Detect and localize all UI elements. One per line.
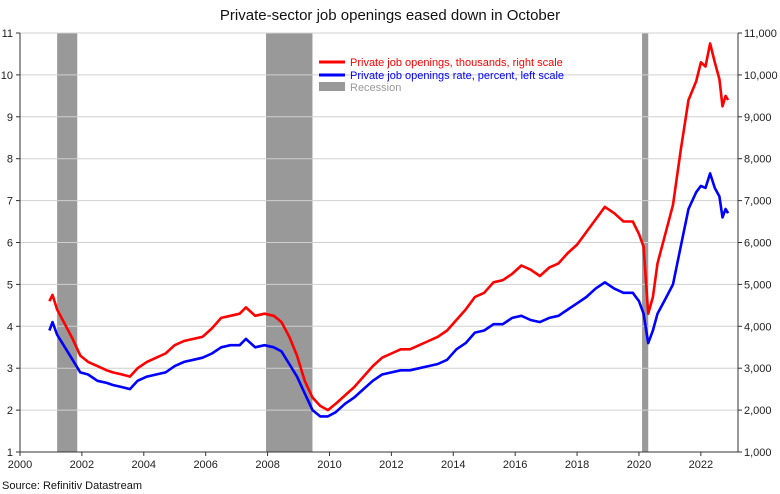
y-right-tick-label-1,000: 1,000 (744, 447, 772, 459)
legend: Private job openings, thousands, right s… (319, 57, 564, 94)
legend-swatch-recession (319, 82, 345, 91)
x-tick-label-2010: 2010 (317, 459, 341, 471)
x-tick-label-2006: 2006 (193, 459, 217, 471)
y-right-tick-label-10,000: 10,000 (744, 70, 778, 82)
y-right-tick-label-5,000: 5,000 (744, 279, 772, 291)
x-tick-label-2008: 2008 (255, 459, 279, 471)
y-right-tick-label-6,000: 6,000 (744, 238, 772, 250)
x-tick-label-2002: 2002 (70, 459, 94, 471)
y-right-tick-label-8,000: 8,000 (744, 154, 772, 166)
series-lines (48, 42, 730, 418)
x-tick-label-2014: 2014 (441, 459, 465, 471)
source-note: Source: Refinitiv Datastream (2, 480, 142, 492)
y-right-tick-label-7,000: 7,000 (744, 196, 772, 208)
y-left-tick-label-10: 10 (1, 70, 13, 82)
y-left-tick-label-1: 1 (7, 447, 13, 459)
y-left-tick-label-5: 5 (7, 279, 13, 291)
y-left-tick-label-11: 11 (2, 28, 13, 40)
y-left-tick-label-7: 7 (7, 196, 13, 208)
legend-label-thousands: Private job openings, thousands, right s… (350, 57, 563, 69)
y-left-tick-label-9: 9 (7, 112, 13, 124)
y-axis-right-ticks: 1,000 2,000 3,000 4,000 5,000 6,000 7,000 8,000… (738, 28, 778, 459)
y-right-tick-label-2,000: 2,000 (744, 405, 772, 417)
x-tick-label-2016: 2016 (503, 459, 527, 471)
y-right-tick-label-3,000: 3,000 (744, 363, 772, 375)
x-tick-label-2012: 2012 (379, 459, 403, 471)
x-tick-label-2018: 2018 (565, 459, 589, 471)
chart-title: Private-sector job openings eased down i… (220, 7, 560, 24)
x-tick-label-2022: 2022 (689, 459, 713, 471)
x-axis-ticks: 2000 2002 2004 2006 2008 2010 2012 2014 2016 2018… (8, 452, 713, 471)
y-right-tick-label-9,000: 9,000 (744, 112, 772, 124)
y-left-tick-label-3: 3 (7, 363, 13, 375)
x-tick-label-2004: 2004 (132, 459, 156, 471)
x-tick-label-2020: 2020 (627, 459, 651, 471)
series-line-thousands (48, 42, 730, 412)
y-right-tick-label-11,000: 11,000 (744, 28, 777, 40)
y-left-tick-label-4: 4 (7, 321, 13, 333)
y-left-tick-label-6: 6 (7, 238, 13, 250)
series-line-rate (48, 172, 730, 418)
y-left-tick-label-2: 2 (7, 405, 13, 417)
legend-label-rate: Private job openings rate, percent, left… (350, 70, 564, 82)
y-axis-left-ticks: 1 2 3 4 5 6 7 8 9 10 11 (1, 28, 20, 459)
x-tick-label-2000: 2000 (8, 459, 32, 471)
y-right-tick-label-4,000: 4,000 (744, 321, 772, 333)
y-left-tick-label-8: 8 (7, 154, 13, 166)
legend-label-recession: Recession (350, 82, 401, 94)
